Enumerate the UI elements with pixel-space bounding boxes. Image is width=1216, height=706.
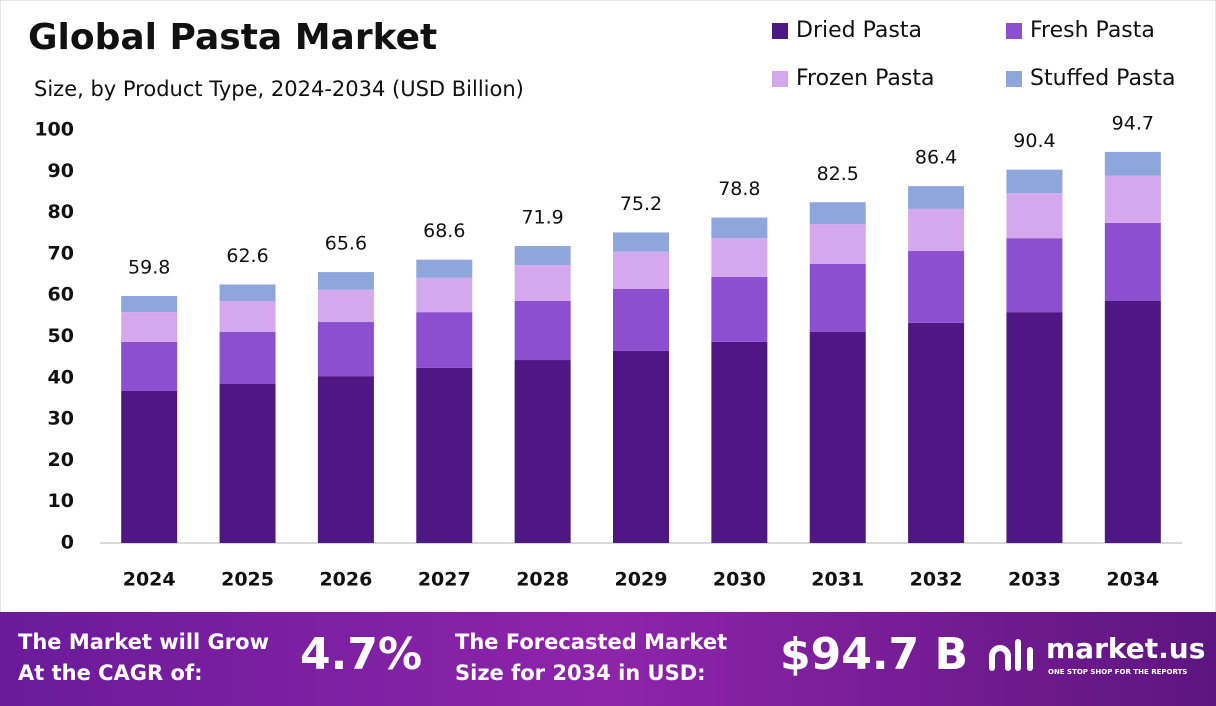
total-label: 71.9 xyxy=(521,207,563,229)
total-label: 75.2 xyxy=(620,193,662,215)
legend-label: Dried Pasta xyxy=(796,18,922,43)
bar-segment xyxy=(219,331,276,384)
y-tick-label: 0 xyxy=(61,532,74,554)
x-tick-label: 2025 xyxy=(221,569,274,591)
bar-segment xyxy=(711,341,768,543)
bar-segment xyxy=(711,238,768,278)
bar-segment xyxy=(613,289,669,351)
size-value: $94.7 B xyxy=(780,629,968,680)
brand: market.us xyxy=(1046,632,1205,665)
bar-segment xyxy=(416,312,473,368)
legend-label: Stuffed Pasta xyxy=(1030,66,1176,91)
bar-segment xyxy=(1006,169,1063,194)
bar-segment xyxy=(908,251,965,323)
x-tick-label: 2027 xyxy=(418,569,471,591)
x-tick-label: 2031 xyxy=(811,569,864,591)
total-label: 78.8 xyxy=(718,178,760,200)
bar-segment xyxy=(514,265,571,301)
bar-segment xyxy=(317,322,374,377)
bar-segment xyxy=(711,217,768,239)
bar-segment xyxy=(317,289,374,323)
bar-segment xyxy=(317,272,374,290)
footer-band xyxy=(0,612,1216,706)
x-tick-label: 2024 xyxy=(123,569,176,591)
legend-swatch xyxy=(772,23,788,39)
bar-segment xyxy=(1104,151,1161,176)
bar-segment xyxy=(1006,193,1063,239)
bar-segment xyxy=(1006,238,1063,313)
bar-segment xyxy=(416,277,473,313)
y-tick-label: 10 xyxy=(48,490,74,512)
legend-label: Frozen Pasta xyxy=(796,66,934,91)
bar-segment xyxy=(219,300,276,332)
bar-segment xyxy=(416,367,473,543)
bar-segment xyxy=(613,251,669,290)
x-tick-label: 2033 xyxy=(1008,569,1061,591)
y-tick-label: 60 xyxy=(48,284,74,306)
total-label: 94.7 xyxy=(1112,112,1154,134)
bar-segment xyxy=(1006,312,1063,543)
bar-segment xyxy=(908,208,965,252)
x-tick-label: 2026 xyxy=(319,569,372,591)
total-label: 68.6 xyxy=(423,220,465,242)
bar-segment xyxy=(317,376,374,543)
y-tick-label: 90 xyxy=(48,160,74,182)
total-label: 86.4 xyxy=(915,147,957,169)
bar-segment xyxy=(219,284,276,301)
bar-segment xyxy=(514,246,571,266)
cagr-value: 4.7% xyxy=(300,629,422,680)
x-tick-label: 2034 xyxy=(1106,569,1159,591)
tagline: ONE STOP SHOP FOR THE REPORTS xyxy=(1048,668,1187,676)
y-tick-label: 70 xyxy=(48,242,74,264)
y-tick-label: 50 xyxy=(48,325,74,347)
total-label: 90.4 xyxy=(1013,130,1055,152)
total-label: 65.6 xyxy=(325,233,367,255)
legend-swatch xyxy=(772,71,788,87)
bar-segment xyxy=(809,224,866,264)
logo-icon xyxy=(989,639,1033,671)
bar-segment xyxy=(613,350,669,543)
y-tick-label: 80 xyxy=(48,201,74,223)
size-label: Size for 2034 in USD: xyxy=(455,661,706,685)
x-tick-label: 2032 xyxy=(910,569,963,591)
x-tick-label: 2030 xyxy=(713,569,766,591)
y-tick-label: 40 xyxy=(48,366,74,388)
bar-segment xyxy=(121,391,178,543)
bar-segment xyxy=(711,277,768,342)
x-tick-label: 2028 xyxy=(516,569,569,591)
bar-segment xyxy=(908,186,965,209)
bar-segment xyxy=(809,331,866,543)
total-label: 62.6 xyxy=(226,245,268,267)
chart-title: Global Pasta Market xyxy=(28,17,437,58)
bar-segment xyxy=(908,322,965,543)
legend-swatch xyxy=(1006,71,1022,87)
bar-segment xyxy=(416,259,473,278)
bar-segment xyxy=(613,232,669,252)
total-label: 82.5 xyxy=(817,163,859,185)
bar-segment xyxy=(1104,222,1161,301)
bar-segment xyxy=(121,312,178,342)
x-tick-label: 2029 xyxy=(615,569,668,591)
y-tick-label: 20 xyxy=(48,449,74,471)
y-tick-label: 30 xyxy=(48,408,74,430)
bar-segment xyxy=(219,383,276,543)
bar-segment xyxy=(121,341,178,392)
cagr-label: At the CAGR of: xyxy=(18,661,203,685)
bar-segment xyxy=(1104,300,1161,543)
bar-segment xyxy=(514,360,571,543)
cagr-label: The Market will Grow xyxy=(18,630,269,654)
total-label: 59.8 xyxy=(128,257,170,279)
bar-segment xyxy=(809,202,866,225)
y-tick-label: 100 xyxy=(34,119,74,141)
legend-label: Fresh Pasta xyxy=(1030,18,1155,43)
size-label: The Forecasted Market xyxy=(455,630,727,654)
bar-segment xyxy=(121,296,178,313)
bar-segment xyxy=(1104,175,1161,223)
bar-segment xyxy=(809,263,866,332)
bar-segment xyxy=(514,300,571,361)
legend-swatch xyxy=(1006,23,1022,39)
chart-subtitle: Size, by Product Type, 2024-2034 (USD Bi… xyxy=(34,77,524,101)
